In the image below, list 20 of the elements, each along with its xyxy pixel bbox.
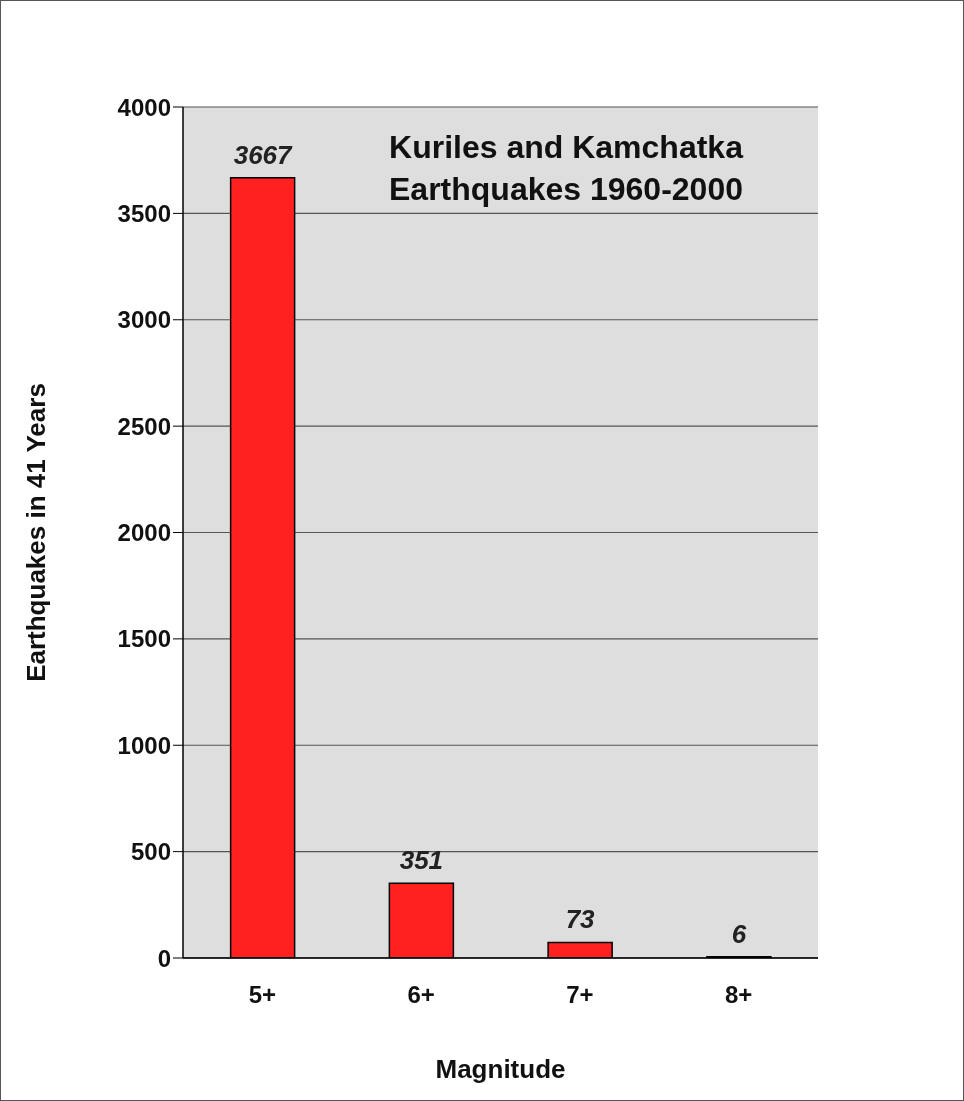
x-tick-label: 5+	[248, 981, 277, 1009]
y-tick-label: 4000	[117, 93, 171, 121]
y-tick-label: 500	[130, 838, 171, 866]
x-axis-title: Magnitude	[435, 1054, 566, 1084]
data-label: 3667	[233, 139, 294, 170]
data-label: 351	[399, 845, 444, 876]
y-tick-label: 1500	[117, 625, 171, 653]
y-tick-label: 2000	[117, 519, 171, 547]
data-label: 73	[565, 904, 596, 935]
y-axis-title: Earthquakes in 41 Years	[21, 383, 52, 682]
y-tick-label: 2500	[117, 412, 171, 440]
y-tick-label: 0	[157, 944, 171, 972]
y-tick-label: 3500	[117, 199, 171, 227]
x-tick-label: 8+	[724, 981, 753, 1009]
text: Kuriles and Kamchatka Earthquakes 1960-2000	[388, 128, 745, 209]
x-tick-label: 7+	[566, 981, 594, 1009]
data-label: 6	[731, 918, 747, 949]
y-tick-label: 1000	[117, 731, 171, 759]
y-tick-label: 3000	[117, 306, 171, 334]
x-tick-label: 6+	[407, 981, 435, 1009]
